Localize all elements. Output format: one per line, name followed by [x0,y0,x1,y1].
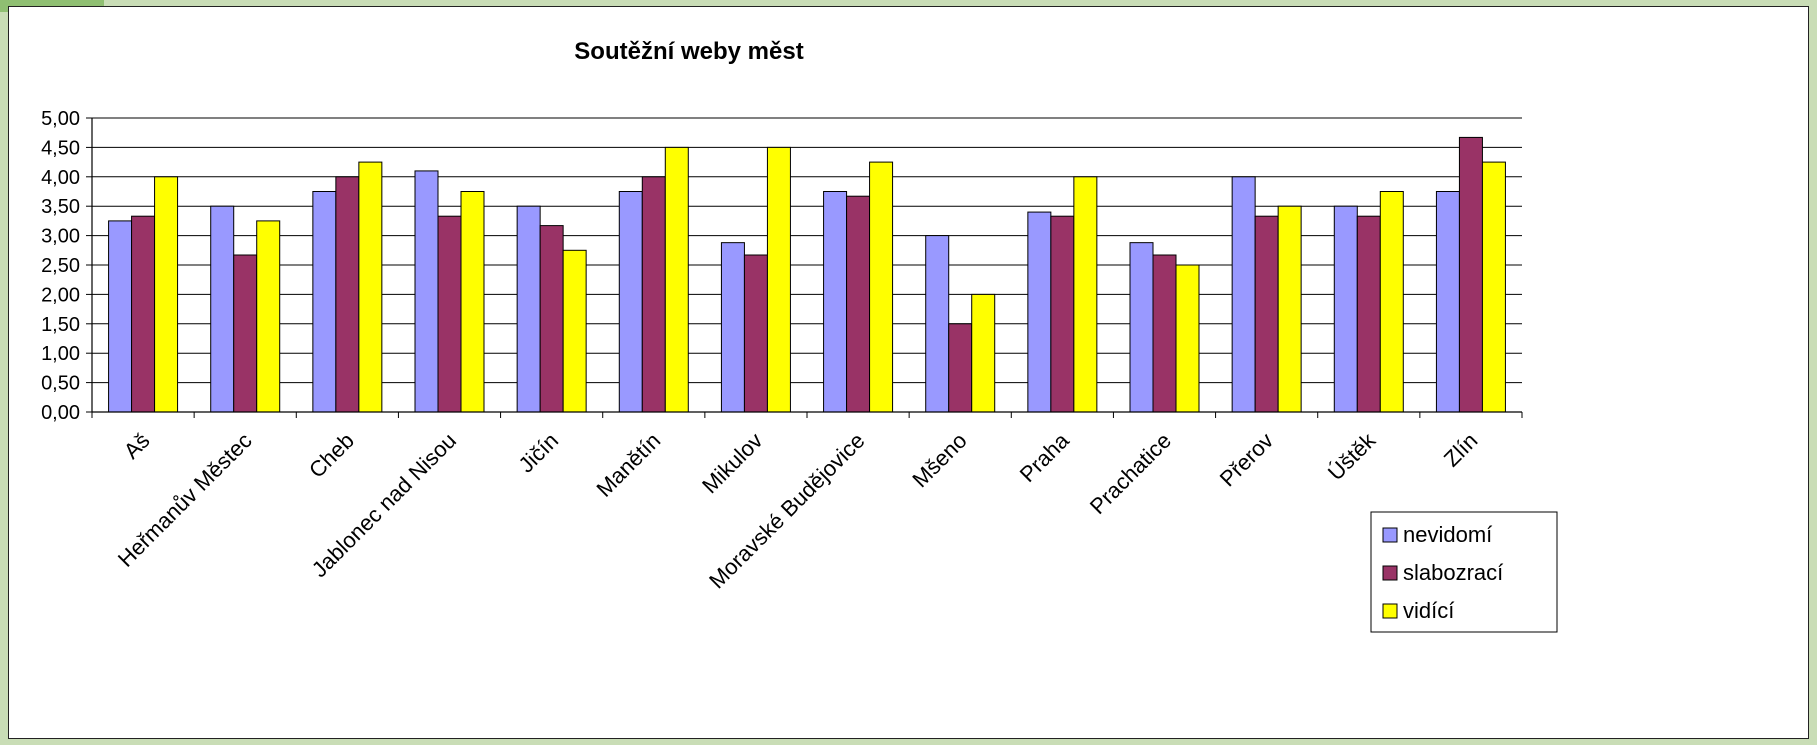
x-category-label: Zlín [1439,428,1483,472]
y-tick-label: 3,00 [41,226,80,248]
bar-nevidomí [720,242,745,413]
x-category-label: Mšeno [907,428,971,492]
bar-vidící [766,146,791,413]
bar-vidící [1379,191,1404,413]
bar-slabozrací [539,225,564,413]
legend-label: slabozrací [1403,560,1503,585]
legend: nevidomí slabozrací vidící [1370,511,1558,633]
y-tick-label: 0,00 [41,402,80,424]
bar-slabozrací [437,215,462,413]
bar-nevidomí [823,191,848,413]
bar-nevidomí [108,220,133,413]
bar-nevidomí [618,191,643,413]
bar-nevidomí [1435,191,1460,413]
x-category-label: Úštěk [1323,427,1381,485]
bar-vidící [460,191,485,413]
bar-vidící [1277,205,1302,413]
y-tick-label: 5,00 [41,108,80,130]
bar-vidící [358,161,383,413]
bar-nevidomí [1129,242,1154,413]
bar-nevidomí [414,170,439,413]
bar-nevidomí [1333,205,1358,413]
bar-slabozrací [233,254,258,413]
bar-vidící [562,249,587,413]
y-tick-label: 2,50 [41,255,80,277]
x-category-label: Přerov [1215,428,1278,491]
bar-vidící [869,161,894,413]
x-category-label: Praha [1015,427,1075,487]
bar-slabozrací [131,215,156,413]
bar-chart: Soutěžní weby měst 0,00 0,50 1,00 1,50 2,00 2… [41,38,1558,633]
chart-panel: Soutěžní weby měst 0,00 0,50 1,00 1,50 2,00 2… [8,6,1809,739]
y-tick-label: 1,50 [41,314,80,336]
x-category-label: Mikulov [697,428,767,498]
bar-slabozrací [641,176,666,413]
bar-nevidomí [1231,176,1256,413]
bar-slabozrací [335,176,360,413]
legend-swatch [1382,527,1398,543]
bar-slabozrací [846,195,871,413]
legend-box [1370,511,1558,633]
legend-swatch [1382,565,1398,581]
gridlines [92,117,1522,413]
y-tick-label: 3,50 [41,196,80,218]
x-category-label: Cheb [304,428,359,483]
bar-nevidomí [312,191,337,413]
y-axis: 0,00 0,50 1,00 1,50 2,00 2,50 3,00 3,50 4,00 4,50… [41,108,93,424]
bar-slabozrací [1254,215,1279,413]
bar-slabozrací [1152,254,1177,413]
bar-vidící [664,146,689,413]
x-category-label: Aš [119,428,155,464]
y-tick-label: 0,50 [41,373,80,395]
legend-label: nevidomí [1403,522,1492,547]
bar-vidící [256,220,281,413]
x-category-label: Prachatice [1085,428,1176,519]
y-tick-label: 4,50 [41,137,80,159]
y-tick-label: 4,00 [41,167,80,189]
bar-slabozrací [1356,215,1381,413]
y-tick-label: 1,00 [41,343,80,365]
bars [108,136,1506,413]
bar-slabozrací [743,254,768,413]
chart-title: Soutěžní weby měst [574,38,803,65]
legend-label: vidící [1403,598,1454,623]
legend-swatch [1382,603,1398,619]
bar-nevidomí [925,235,950,413]
x-category-label: Manětín [591,428,665,502]
bar-vidící [1481,161,1506,413]
bar-slabozrací [948,323,973,413]
x-category-label: Jičín [514,428,564,478]
bar-vidící [1073,176,1098,413]
bar-vidící [1175,264,1200,413]
y-tick-label: 2,00 [41,284,80,306]
bar-vidící [971,293,996,413]
bar-vidící [154,176,179,413]
bar-nevidomí [1027,211,1052,413]
bar-slabozrací [1050,215,1075,413]
bar-nevidomí [516,205,541,413]
bar-nevidomí [210,205,235,413]
bar-slabozrací [1458,136,1483,413]
